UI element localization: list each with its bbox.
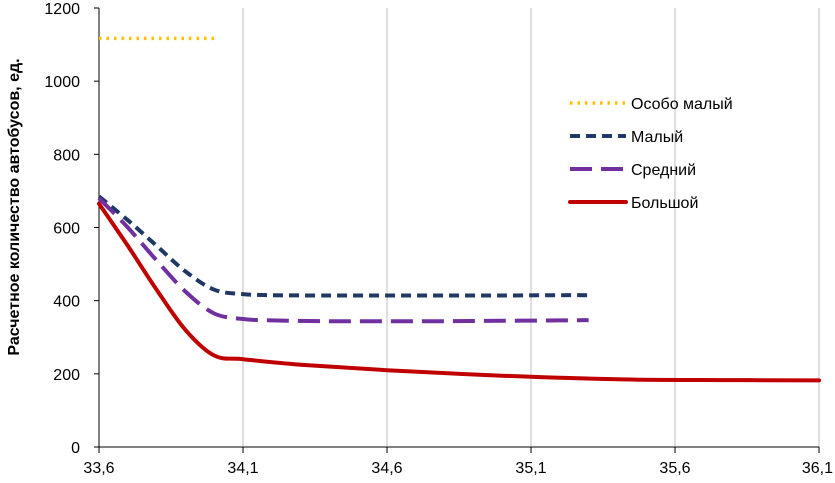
y-axis-label: Расчетное количество автобусов, ед. bbox=[6, 58, 23, 355]
grid bbox=[242, 8, 820, 447]
y-tick-label: 0 bbox=[71, 440, 80, 457]
x-tick-label: 34,6 bbox=[371, 460, 402, 477]
x-tick-label: 34,1 bbox=[227, 460, 258, 477]
y-tick-label: 400 bbox=[53, 294, 80, 311]
legend-label-2: Малый bbox=[631, 129, 683, 146]
axes bbox=[94, 7, 820, 453]
y-tick-label: 1200 bbox=[44, 1, 80, 18]
x-tick-label: 36,1 bbox=[802, 460, 833, 477]
y-tick-label: 800 bbox=[53, 147, 80, 164]
legend-label-3: Средний bbox=[631, 162, 696, 179]
series-group bbox=[97, 36, 821, 383]
tick-labels: 33,6 34,1 34,6 35,1 35,6 36,1 0 200 400 600 800 100… bbox=[44, 1, 833, 477]
y-tick-label: 600 bbox=[53, 221, 80, 238]
x-tick-label: 33,6 bbox=[83, 460, 114, 477]
x-tick-label: 35,1 bbox=[515, 460, 546, 477]
y-tick-label: 200 bbox=[53, 367, 80, 384]
series-line-4 bbox=[97, 201, 821, 383]
series-line-3 bbox=[97, 196, 589, 324]
legend-label-4: Большой bbox=[631, 195, 698, 212]
y-tick-label: 1000 bbox=[44, 74, 80, 91]
legend: Особо малый Малый Средний Большой bbox=[568, 96, 733, 212]
series-line-2 bbox=[97, 194, 589, 298]
legend-label-1: Особо малый bbox=[631, 96, 733, 113]
x-tick-label: 35,6 bbox=[659, 460, 690, 477]
